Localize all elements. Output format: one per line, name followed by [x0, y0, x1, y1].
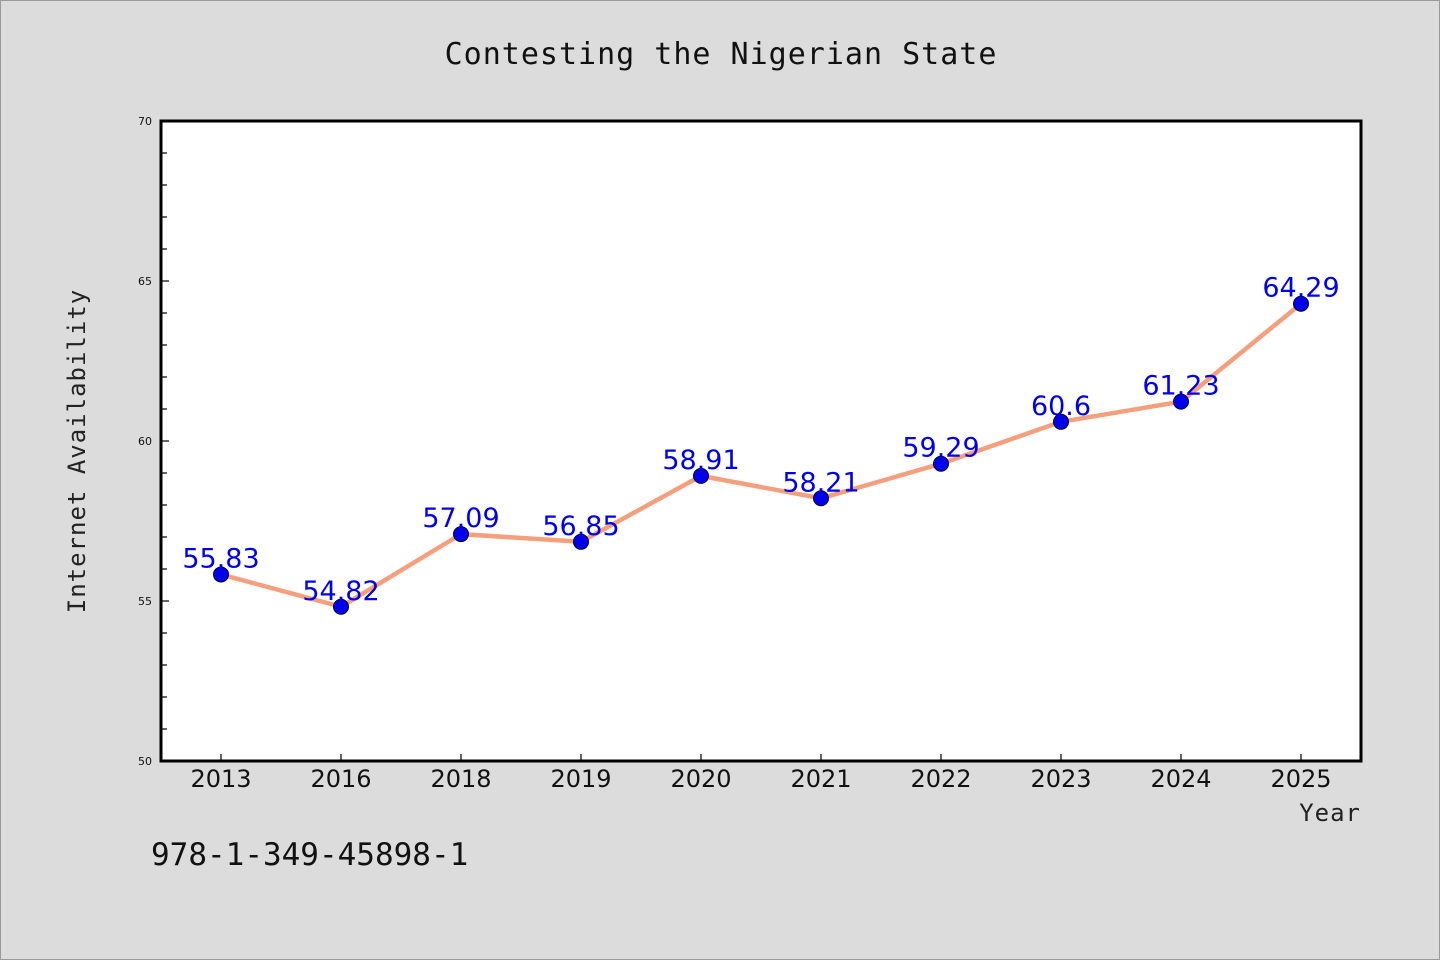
series-line: [218, 301, 1304, 610]
x-tick-label: 2024: [1150, 765, 1211, 793]
data-point: [1173, 393, 1189, 410]
data-point: [453, 526, 469, 543]
data-labels-group: 55.83 54.82 57.09 56.85 58.91 58.21 59.29 60.6 6…: [182, 273, 1339, 607]
x-tick-label: 2020: [670, 765, 731, 793]
data-point: [213, 566, 229, 583]
y-tick-label: 50: [138, 755, 152, 768]
plot-area: [161, 121, 1361, 761]
series-line-group: [218, 301, 1304, 610]
data-label: 58.91: [662, 445, 739, 476]
x-axis-label: Year: [1299, 799, 1361, 827]
x-axis: 2013 2016 2018 2019 2020 2021 2022 2023 2024 2025: [190, 754, 1332, 793]
x-tick-label: 2025: [1270, 765, 1331, 793]
x-tick-label: 2021: [790, 765, 851, 793]
x-tick-label: 2013: [190, 765, 251, 793]
data-label: 58.21: [782, 467, 859, 498]
y-axis-label: Internet Availability: [63, 289, 91, 613]
y-tick-label: 55: [138, 595, 152, 608]
data-label: 57.09: [422, 503, 499, 534]
y-tick-label: 65: [138, 275, 152, 288]
data-point: [333, 598, 349, 615]
data-label: 60.6: [1031, 391, 1091, 422]
x-tick-label: 2019: [550, 765, 611, 793]
markers-group: [213, 295, 1309, 615]
chart-title: Contesting the Nigerian State: [445, 37, 998, 72]
data-point: [573, 533, 589, 550]
data-label: 61.23: [1142, 371, 1219, 402]
data-label: 54.82: [302, 576, 379, 607]
data-label: 64.29: [1262, 273, 1339, 304]
data-point: [933, 455, 949, 472]
data-point: [1293, 295, 1309, 312]
x-tick-label: 2016: [310, 765, 371, 793]
data-label: 56.85: [542, 511, 619, 542]
data-point: [693, 467, 709, 484]
y-tick-label: 70: [138, 115, 152, 128]
x-tick-label: 2023: [1030, 765, 1091, 793]
isbn-text: 978-1-349-45898-1: [151, 837, 468, 873]
y-tick-label: 60: [138, 435, 152, 448]
x-tick-label: 2022: [910, 765, 971, 793]
data-label: 55.83: [182, 543, 259, 574]
x-tick-label: 2018: [430, 765, 491, 793]
data-label: 59.29: [902, 433, 979, 464]
plot-frame: [159, 119, 1363, 763]
data-point: [1053, 413, 1069, 430]
data-point: [813, 490, 829, 507]
